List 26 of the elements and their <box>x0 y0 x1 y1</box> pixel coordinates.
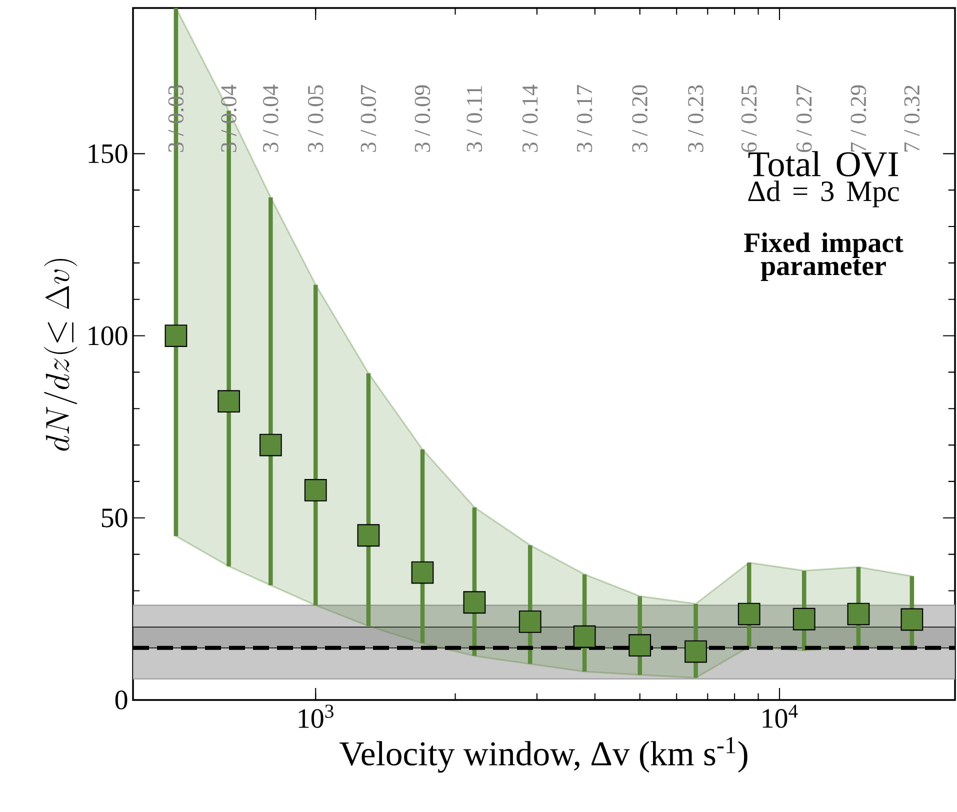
annotation: 3 / 0.04 <box>221 84 237 152</box>
x-tick-label: 10$^{4}$ <box>762 704 798 728</box>
annotation: 3 / 0.07 <box>360 85 376 152</box>
y-tick-label: 50 <box>102 508 128 528</box>
annotation: Δd = 3 Mpc <box>748 180 899 208</box>
annotation: Total OVI <box>748 151 898 177</box>
x-tick-label: 10$^{3}$ <box>298 704 334 728</box>
annotation: 3 / 0.11 <box>466 86 482 152</box>
annotation: 3 / 0.14 <box>522 84 538 152</box>
annotation: 3 / 0.20 <box>632 85 648 152</box>
annotation: 6 / 0.25 <box>741 85 757 152</box>
x-axis-title: Velocity window, Δv (km s$^{-1}$) <box>340 737 748 773</box>
y-axis-title: $dN/dz(\le\Delta v)$ <box>44 259 78 451</box>
annotation: 7 / 0.32 <box>904 86 920 152</box>
annotation: 3 / 0.23 <box>688 85 704 152</box>
annotation: 3 / 0.17 <box>576 85 592 152</box>
y-tick-label: 100 <box>88 326 128 346</box>
annotation: Fixed impact parameter <box>744 232 904 281</box>
annotation: 3 / 0.05 <box>308 85 324 152</box>
annotation: 7 / 0.29 <box>850 85 866 152</box>
annotation: 6 / 0.27 <box>796 85 812 152</box>
y-tick-label: 0 <box>115 690 128 710</box>
annotation: 3 / 0.04 <box>262 84 278 152</box>
annotation: 3 / 0.03 <box>168 85 184 152</box>
y-tick-label: 150 <box>88 144 128 164</box>
annotation: 3 / 0.09 <box>414 85 430 152</box>
